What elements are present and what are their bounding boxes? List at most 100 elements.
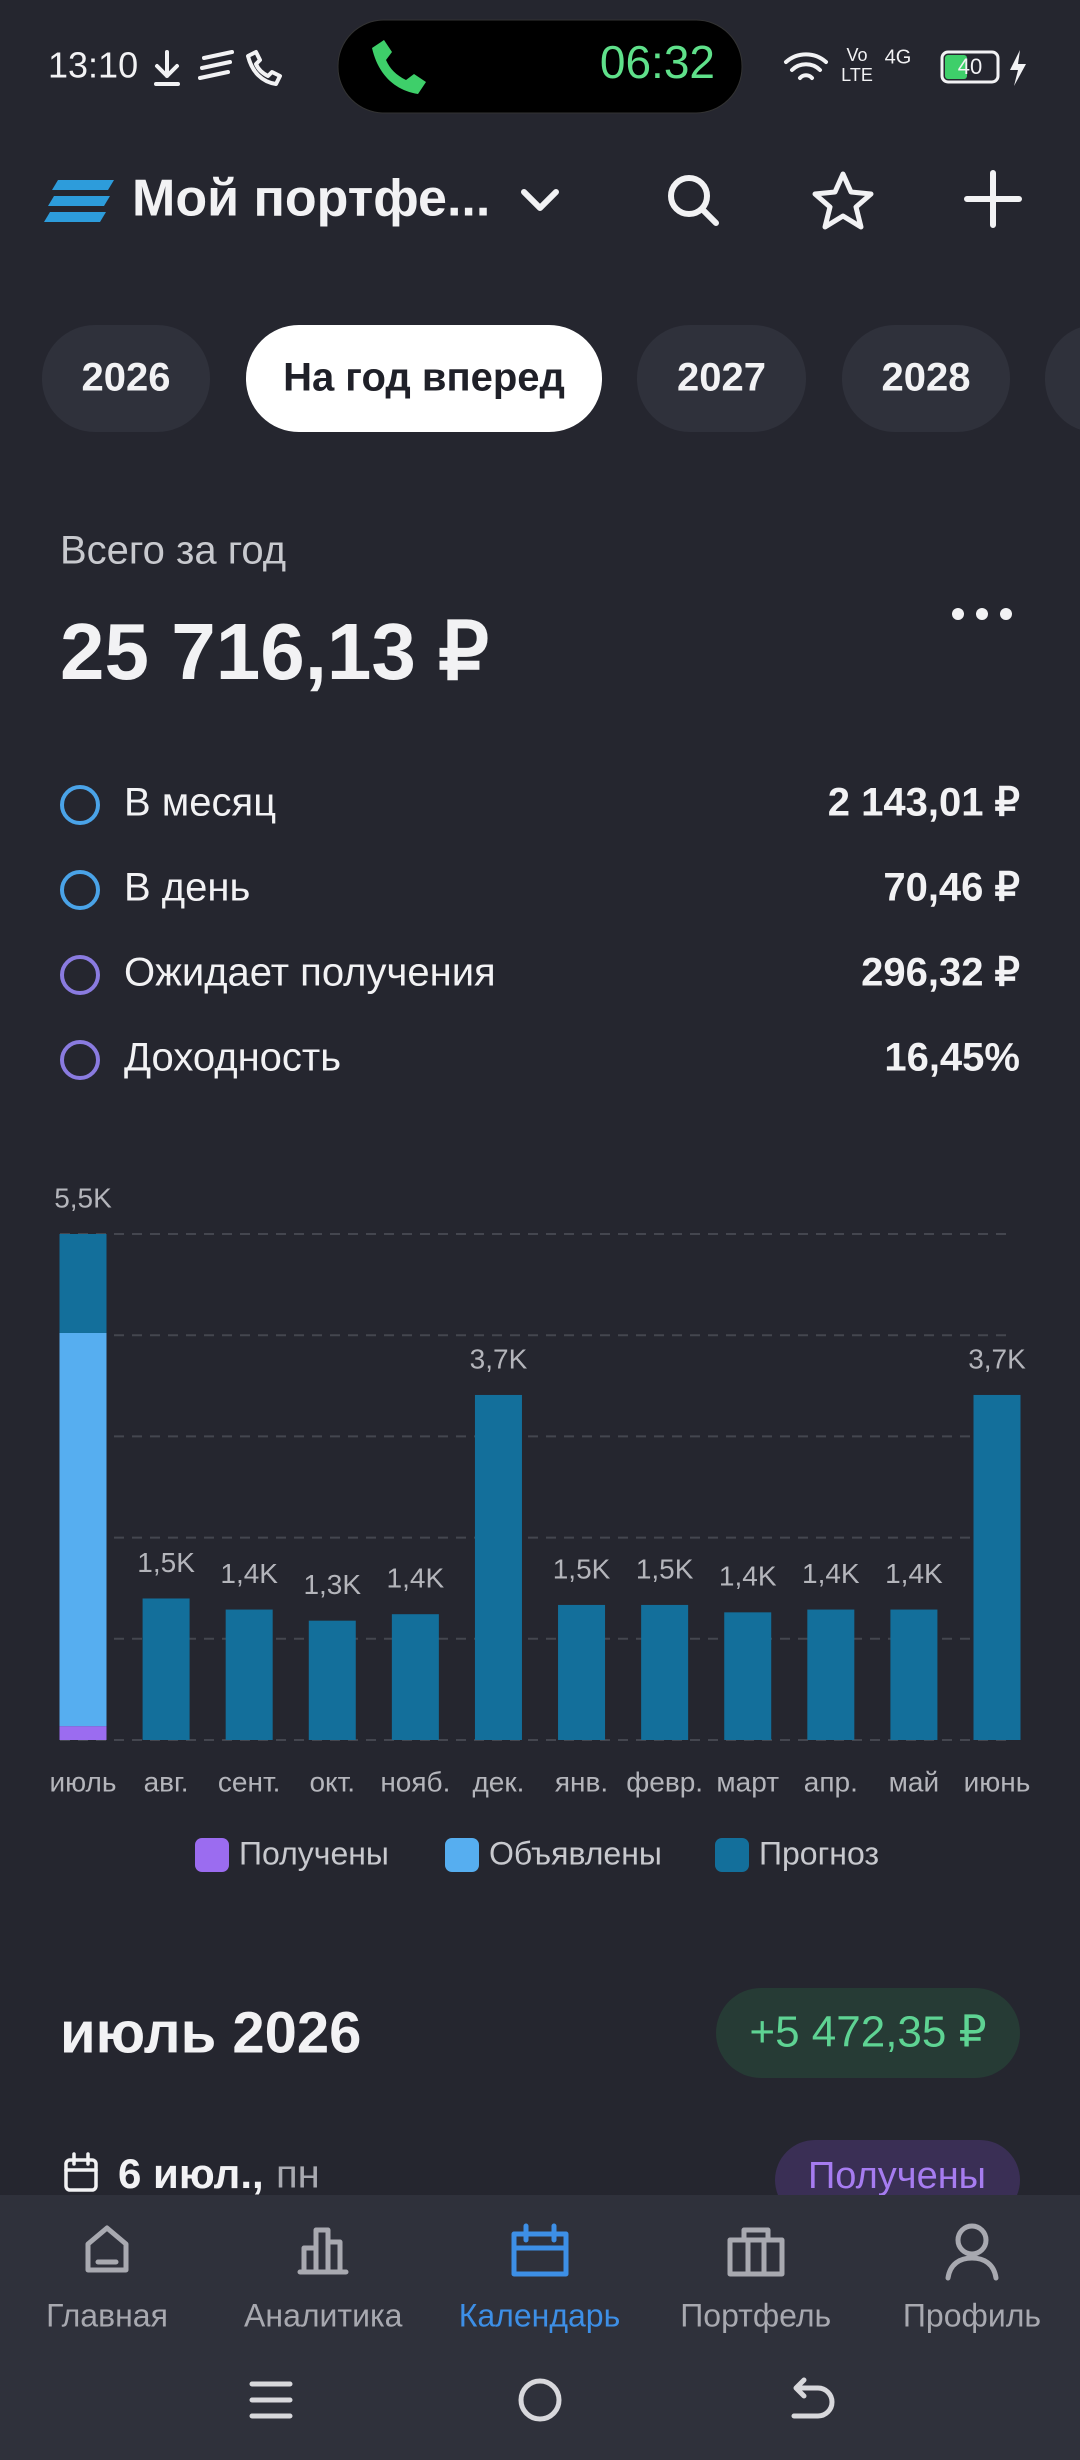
x-tick-label: дек.: [472, 1766, 524, 1797]
calendar-small-icon: [64, 2152, 98, 2192]
nav-label[interactable]: Календарь: [459, 2297, 621, 2333]
nav-label[interactable]: Профиль: [903, 2297, 1041, 2333]
dropdown-icon[interactable]: [521, 189, 559, 211]
add-button[interactable]: [964, 170, 1022, 228]
x-tick-label: авг.: [144, 1766, 189, 1797]
x-tick-label: окт.: [309, 1766, 355, 1797]
legend-label: Прогноз: [759, 1835, 879, 1871]
bar-segment: [890, 1609, 938, 1740]
battery-text: 40: [958, 54, 982, 79]
x-tick-label: сент.: [218, 1766, 281, 1797]
nav-icon[interactable]: [297, 2227, 349, 2275]
stats: В месяц 2 143,01 ₽ В день 70,46 ₽ Ожидает по…: [60, 781, 1020, 1080]
bar-total-label: 1,5K: [553, 1553, 611, 1584]
more-button[interactable]: [952, 608, 1012, 620]
battery: [940, 50, 1000, 84]
bar-segment: [225, 1609, 273, 1740]
bar-segment: [59, 1332, 107, 1727]
stat-label: Доходность: [124, 1036, 341, 1080]
legend-swatch: [445, 1838, 479, 1872]
call-timer: 06:32: [600, 36, 715, 88]
payment-weekday: пн: [276, 2153, 320, 2197]
favorite-button[interactable]: [812, 171, 874, 230]
menu-key[interactable]: [249, 2381, 293, 2419]
stat-marker: [60, 1040, 100, 1080]
nav-items: Главная Аналитика Календарь Портфель Профиль: [46, 2223, 1041, 2333]
summary-total: 25 716,13 ₽: [60, 607, 489, 696]
x-tick-label: июнь: [964, 1766, 1031, 1797]
call-icon: [372, 40, 426, 94]
charging-icon: [1010, 50, 1026, 86]
bar-segment: [59, 1234, 107, 1333]
legend-label: Объявлены: [489, 1835, 662, 1871]
tab-label[interactable]: 2028: [882, 356, 971, 400]
summary-label: Всего за год: [60, 529, 286, 573]
logo: [44, 180, 114, 222]
nav-icon[interactable]: [727, 2227, 785, 2277]
amount-text: +5 472,35 ₽: [749, 2008, 986, 2057]
bar-segment: [59, 1726, 107, 1740]
tabs: 2026 На год вперед 2027 2028: [42, 325, 1080, 432]
volte-top: Vo: [846, 45, 867, 65]
tab-label[interactable]: 2027: [677, 356, 766, 400]
search-button[interactable]: [668, 175, 719, 226]
nav-icon[interactable]: [511, 2223, 569, 2277]
tab[interactable]: [1045, 325, 1080, 432]
tab-label[interactable]: На год вперед: [283, 356, 565, 400]
x-tick-label: февр.: [626, 1766, 703, 1797]
bar-total-label: 1,4K: [220, 1558, 278, 1589]
bar-segment: [724, 1612, 772, 1740]
legend-label: Получены: [239, 1835, 389, 1871]
stat-marker: [60, 955, 100, 995]
portfolio-title[interactable]: Мой портфе...: [132, 170, 490, 228]
nav-icon[interactable]: [85, 2225, 129, 2273]
battery-level: [945, 55, 967, 79]
nav-icon[interactable]: [945, 2223, 999, 2281]
volte-bottom: LTE: [841, 65, 873, 85]
bar-segment: [807, 1609, 855, 1740]
bar-segment: [142, 1598, 190, 1740]
tab[interactable]: [42, 325, 210, 432]
nav-label[interactable]: Аналитика: [244, 2297, 403, 2333]
stat-marker: [60, 785, 100, 825]
x-tick-label: май: [889, 1766, 939, 1797]
bar-total-label: 1,5K: [137, 1547, 195, 1578]
call-pill: [337, 19, 743, 114]
x-tick-label: янв.: [555, 1766, 608, 1797]
stat-label: В месяц: [124, 781, 276, 825]
stat-value: 296,32 ₽: [861, 951, 1020, 995]
month-title: июль 2026: [60, 2000, 361, 2065]
x-tick-label: нояб.: [380, 1766, 450, 1797]
tab-label[interactable]: 2026: [82, 356, 171, 400]
tab[interactable]: [842, 325, 1010, 432]
nav-label[interactable]: Главная: [46, 2297, 168, 2333]
bar-segment: [973, 1394, 1021, 1740]
tab[interactable]: [246, 325, 602, 432]
status-badge-text: Получены: [808, 2155, 986, 2197]
nav-label[interactable]: Портфель: [680, 2297, 831, 2333]
bar-total-label: 1,4K: [802, 1558, 860, 1589]
legend-swatch: [195, 1838, 229, 1872]
stat-value: 70,46 ₽: [883, 866, 1020, 910]
bar-total-label: 5,5K: [54, 1182, 112, 1213]
tab[interactable]: [637, 325, 806, 432]
x-tick-label: июль: [50, 1766, 117, 1797]
bar-segment: [474, 1394, 522, 1740]
legend-swatch: [715, 1838, 749, 1872]
bar-segment: [641, 1604, 689, 1740]
bar-total-label: 3,7K: [470, 1343, 528, 1374]
bar-total-label: 1,4K: [719, 1561, 777, 1592]
status-time: 13:10: [48, 45, 138, 86]
home-key[interactable]: [518, 2378, 562, 2422]
status-icons: [154, 50, 282, 86]
wifi-icon: [784, 52, 828, 80]
bar-segment: [391, 1614, 439, 1740]
system-nav: [249, 2377, 835, 2422]
back-key[interactable]: [791, 2377, 835, 2419]
amount-badge: [716, 1988, 1020, 2078]
payment-date: 6 июл.,: [118, 2150, 264, 2197]
x-tick-label: март: [716, 1766, 779, 1797]
stat-value: 16,45%: [884, 1036, 1020, 1080]
